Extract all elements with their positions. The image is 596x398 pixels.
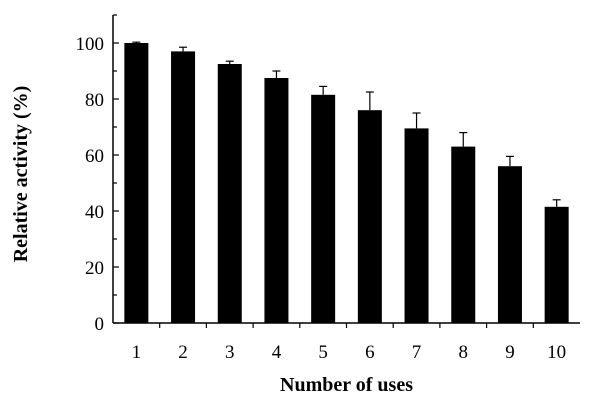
y-ticks-group: 0 20 40 60 80 100 xyxy=(76,14,119,335)
bar xyxy=(451,146,476,323)
bar xyxy=(357,110,382,323)
x-tick-label: 9 xyxy=(505,342,515,363)
bar xyxy=(497,166,522,323)
bar xyxy=(311,94,336,323)
bar xyxy=(264,78,289,323)
bar xyxy=(404,128,429,323)
y-tick-label: 0 xyxy=(95,314,105,335)
y-tick-label: 100 xyxy=(76,34,105,55)
y-axis-title: Relative activity (%) xyxy=(10,86,32,263)
x-tick-label: 2 xyxy=(178,342,188,363)
x-tick-label: 3 xyxy=(225,342,235,363)
y-tick-label: 60 xyxy=(85,146,104,167)
x-tick-label: 8 xyxy=(459,342,469,363)
bars-group xyxy=(124,43,569,324)
y-tick-label: 40 xyxy=(85,202,104,223)
x-ticks-group: 1 2 3 4 5 6 7 8 9 10 xyxy=(132,323,566,363)
bar xyxy=(171,51,196,324)
x-tick-label: 5 xyxy=(318,342,328,363)
bar xyxy=(544,206,569,323)
x-tick-label: 10 xyxy=(547,342,566,363)
x-tick-label: 4 xyxy=(272,342,282,363)
bar xyxy=(124,43,149,323)
x-tick-label: 1 xyxy=(132,342,142,363)
error-bars-group xyxy=(132,41,561,207)
x-axis-title: Number of uses xyxy=(280,374,413,396)
y-tick-label: 20 xyxy=(85,258,104,279)
x-tick-label: 7 xyxy=(412,342,422,363)
x-tick-label: 6 xyxy=(365,342,375,363)
y-tick-label: 80 xyxy=(85,90,104,111)
bar xyxy=(217,64,242,323)
